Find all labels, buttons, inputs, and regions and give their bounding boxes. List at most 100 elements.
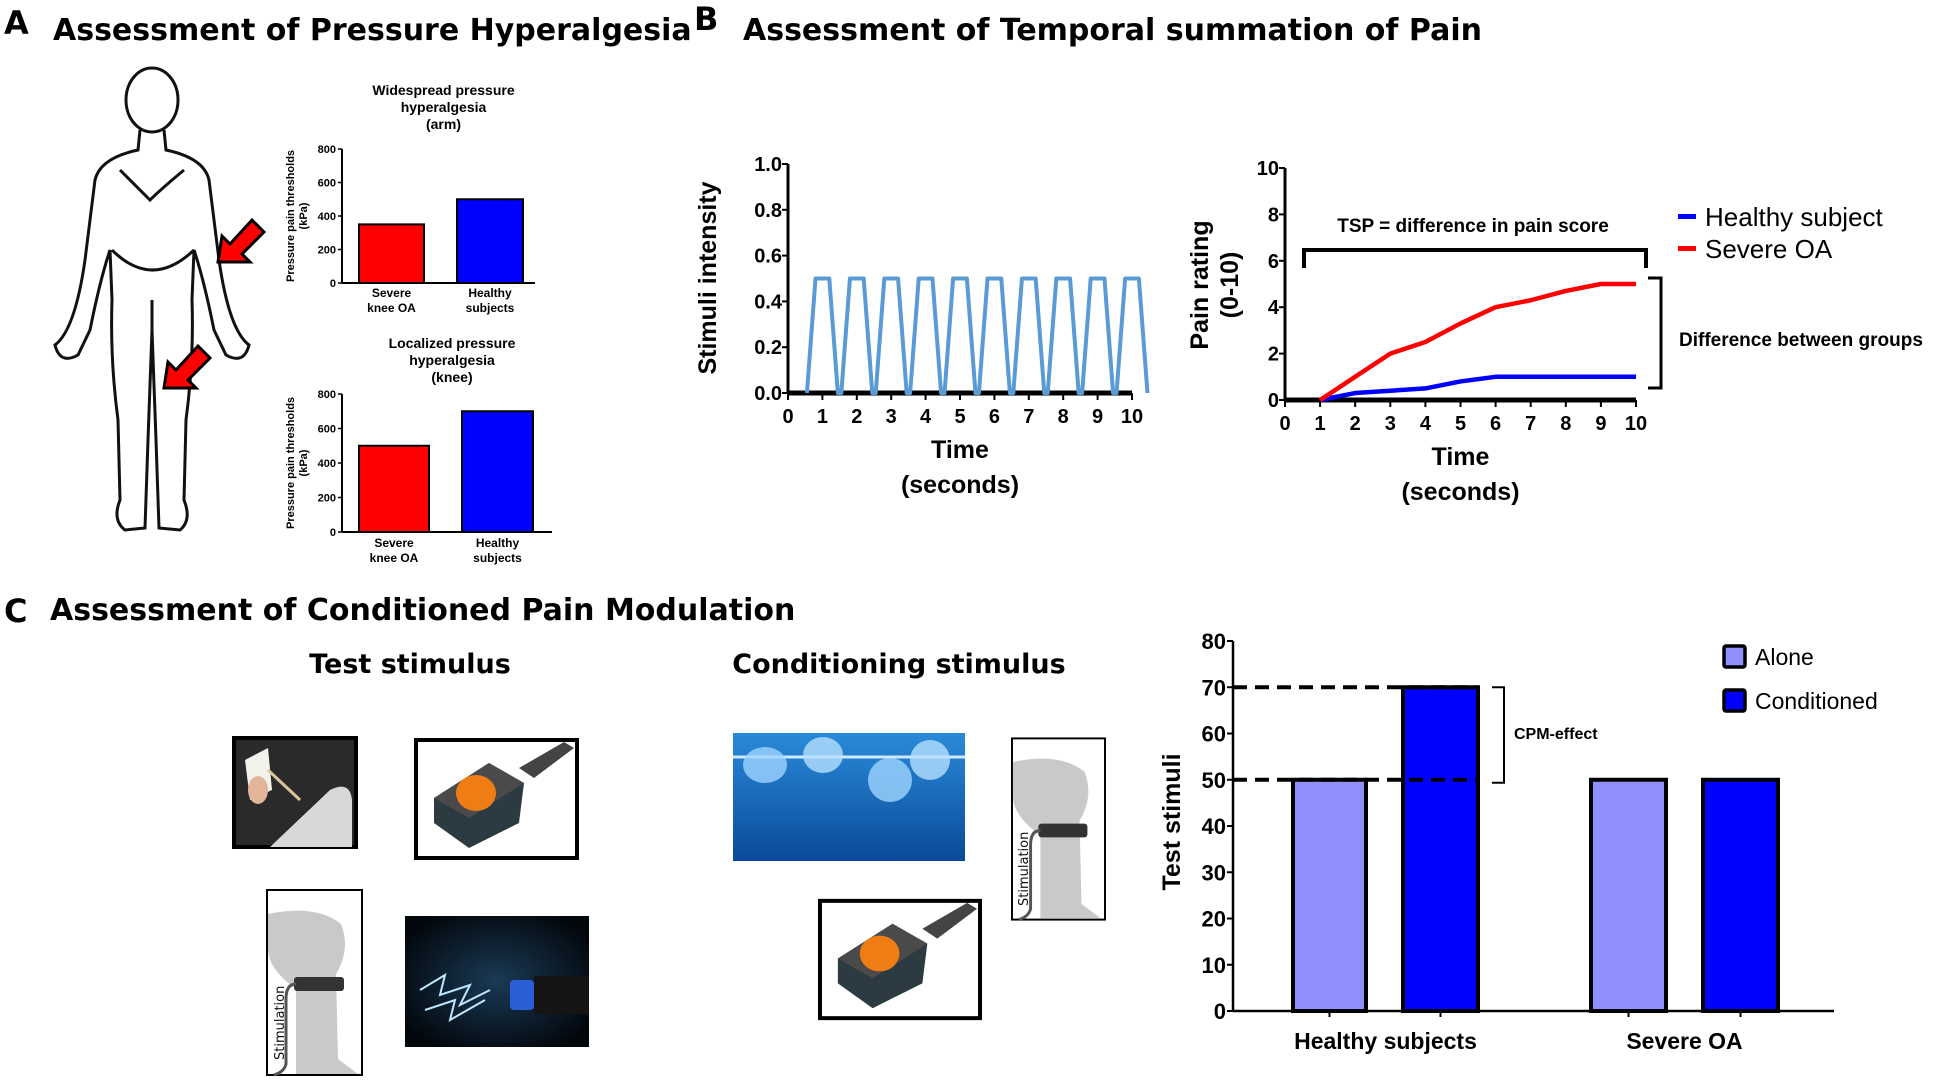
arm-y-tick-label: 800: [318, 144, 336, 156]
knee-title: (knee): [431, 369, 472, 385]
arm-y-tick-label: 600: [318, 178, 336, 190]
stimuli-x-tick-label: 3: [886, 406, 897, 428]
knee-y-tick-label: 400: [318, 458, 336, 470]
pain-line-chart: [1279, 167, 1637, 407]
panel-b-letter: B: [694, 0, 718, 38]
knee-title: hyperalgesia: [409, 352, 495, 368]
stimuli-x-label: (seconds): [901, 471, 1019, 499]
stimuli-x-tick-label: 10: [1121, 406, 1143, 428]
knee-y-tick-label: 0: [330, 527, 336, 539]
knee-category-label: knee OA: [370, 551, 419, 565]
knee-bar: [461, 410, 534, 533]
stimuli-x-tick-label: 5: [954, 406, 965, 428]
knee-title: Localized pressure: [389, 335, 516, 351]
stimuli-series-stimulus: [804, 276, 1150, 395]
stimulation-label: Stimulation: [273, 986, 288, 1060]
panel-c-letter: C: [4, 592, 27, 630]
pain-y-label: (0-10): [1216, 252, 1244, 319]
stimuli-x-tick-label: 0: [782, 406, 793, 428]
arm-category-label: knee OA: [367, 301, 416, 315]
cpm-effect-annotation: CPM-effect: [1514, 726, 1598, 743]
stimuli-y-tick-label: 0.2: [754, 337, 782, 359]
pain-x-tick-label: 7: [1525, 413, 1536, 435]
leg-stimulation-illustration: Stimulation: [266, 889, 363, 1076]
arm-category-label: subjects: [466, 301, 515, 315]
stimuli-x-label: Time: [931, 436, 989, 464]
stimuli-y-tick-label: 0.6: [754, 246, 782, 268]
pain-x-label: Time: [1432, 443, 1490, 471]
pain-x-tick-label: 2: [1350, 413, 1361, 435]
groups-annotation: Difference between groups: [1679, 330, 1923, 351]
groups-bracket: [1648, 276, 1663, 390]
pain-y-tick-label: 8: [1268, 204, 1279, 226]
arm-y-tick-label: 0: [330, 278, 336, 290]
pain-legend-label: Severe OA: [1705, 234, 1833, 264]
stimuli-x-tick-label: 6: [989, 406, 1000, 428]
cpm-y-tick-label: 50: [1202, 768, 1226, 793]
stimuli-line-chart: [782, 163, 1150, 400]
cpm-y-tick-label: 70: [1202, 675, 1226, 700]
pain-series-severe-oa: [1318, 281, 1636, 402]
stimuli-x-tick-label: 1: [817, 406, 828, 428]
stimuli-x-tick-label: 4: [920, 406, 932, 428]
pain-y-tick-label: 6: [1268, 251, 1279, 273]
pain-series-healthy-subject: [1319, 374, 1636, 403]
thermode-device-photo: [414, 738, 579, 860]
knee-bar: [358, 444, 430, 533]
panel-a-title: Assessment of Pressure Hyperalgesia: [53, 13, 692, 48]
arm-y-label: (kPa): [298, 202, 310, 229]
knee-bar-chart: [338, 393, 552, 533]
knee-y-label: (kPa): [298, 449, 310, 476]
cpm-category-label: Severe OA: [1626, 1028, 1742, 1054]
pain-y-label: Pain rating: [1186, 220, 1214, 349]
panel-c-title: Assessment of Conditioned Pain Modulatio…: [50, 593, 795, 628]
conditioning-stimulus-heading: Conditioning stimulus: [732, 649, 1065, 680]
arm-title: hyperalgesia: [401, 99, 487, 115]
stimuli-x-tick-label: 9: [1092, 406, 1103, 428]
pain-y-tick-label: 2: [1268, 344, 1279, 366]
pain-x-tick-label: 6: [1490, 413, 1501, 435]
cpm-y-tick-label: 80: [1202, 629, 1226, 654]
cpm-y-tick-label: 40: [1202, 814, 1226, 839]
pain-x-tick-label: 4: [1420, 413, 1432, 435]
knee-y-tick-label: 200: [318, 493, 336, 505]
stimuli-y-label: Stimuli intensity: [694, 181, 722, 374]
pain-x-label: (seconds): [1401, 478, 1519, 506]
stimulation-label-2: Stimulation: [1017, 832, 1032, 906]
cpm-bar-alone: [1291, 777, 1368, 1013]
knee-y-tick-label: 800: [318, 389, 336, 401]
arm-arrow-icon: [216, 217, 267, 264]
knee-arrow-icon: [162, 343, 213, 390]
knee-category-label: subjects: [473, 551, 522, 565]
pain-y-tick-label: 0: [1268, 390, 1279, 412]
arm-bar: [358, 223, 425, 284]
pain-x-tick-label: 5: [1455, 413, 1466, 435]
cpm-legend-swatch: [1722, 688, 1747, 713]
cpm-bar-chart: [1227, 640, 1834, 1017]
pain-legend-label: Healthy subject: [1705, 202, 1884, 232]
cpm-bracket: [1492, 686, 1505, 784]
pain-y-tick-label: 10: [1257, 158, 1279, 180]
pain-x-tick-label: 10: [1625, 413, 1647, 435]
arm-title: (arm): [426, 116, 461, 132]
arm-y-tick-label: 400: [318, 211, 336, 223]
cpm-bar-alone: [1589, 777, 1668, 1013]
stimuli-x-tick-label: 7: [1023, 406, 1034, 428]
arm-bar-chart: [338, 148, 535, 284]
leg-stimulation-illustration-2: Stimulation: [1011, 736, 1106, 922]
pain-legend-swatch: [1678, 246, 1696, 251]
cpm-y-tick-label: 30: [1202, 860, 1226, 885]
algometer-knee-photo: [232, 736, 358, 849]
panel-a-letter: A: [4, 4, 29, 42]
knee-category-label: Severe: [374, 536, 414, 550]
pain-x-tick-label: 1: [1315, 413, 1326, 435]
cpm-legend-label: Conditioned: [1755, 688, 1878, 714]
pain-x-tick-label: 8: [1560, 413, 1571, 435]
cpm-bar-conditioned: [1701, 777, 1780, 1013]
stimuli-x-tick-label: 2: [851, 406, 862, 428]
thermode-device-photo-2: [820, 901, 980, 1018]
stimuli-y-tick-label: 0.8: [754, 200, 782, 222]
cpm-legend-swatch: [1722, 644, 1747, 669]
arm-title: Widespread pressure: [372, 82, 514, 98]
